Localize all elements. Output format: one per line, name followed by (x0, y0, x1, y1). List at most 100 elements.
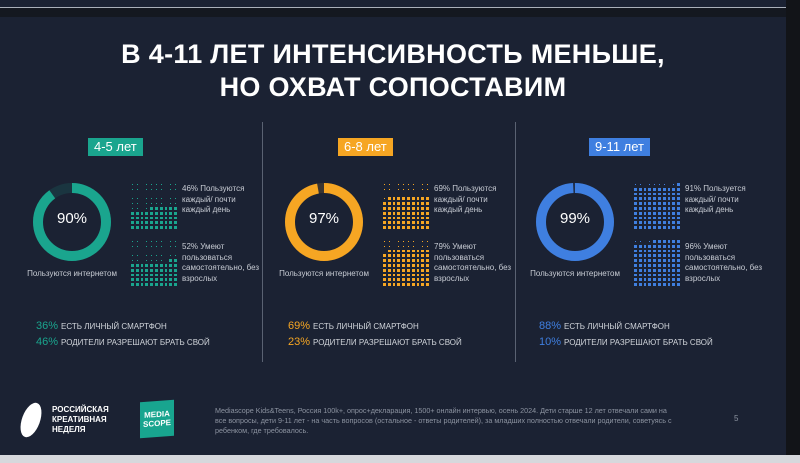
waffle-cell (144, 253, 150, 259)
waffle-cell (415, 272, 421, 278)
waffle-cell (163, 262, 169, 268)
waffle-cell (168, 196, 174, 202)
waffle-cell (666, 182, 672, 187)
waffle-cell (391, 239, 397, 244)
waffle-cell (149, 267, 154, 273)
waffle-cell (154, 182, 159, 187)
waffle-cell (149, 282, 154, 287)
waffle-cell (144, 205, 150, 211)
waffle-cell (386, 182, 392, 187)
waffle-cell (382, 253, 387, 259)
page-number: 5 (734, 414, 739, 423)
waffle-cell (661, 253, 667, 259)
waffle-cell (401, 262, 406, 268)
waffle-cell (420, 239, 426, 244)
waffle-cell (420, 205, 426, 211)
waffle-cell (661, 243, 667, 249)
waffle-cell (652, 196, 657, 202)
waffle-cell (657, 186, 662, 192)
age-group-column: 4-5 лет 90% Пользуются интернетом 46% По… (0, 120, 259, 360)
waffle-cell (661, 210, 667, 216)
waffle-cell (676, 220, 681, 226)
waffle-cell (415, 239, 421, 244)
waffle-cell (652, 186, 657, 192)
internet-percent: 90% (56, 210, 88, 227)
waffle-cell (420, 182, 426, 187)
waffle-cell (130, 210, 135, 216)
waffle-cell (425, 201, 430, 206)
waffle-cell (130, 253, 135, 259)
waffle-cell (386, 215, 392, 221)
waffle-cell (386, 272, 392, 278)
waffle-cell (154, 239, 159, 244)
waffle-cell (134, 220, 140, 226)
waffle-cell (647, 243, 653, 249)
waffle-cell (425, 205, 430, 211)
waffle-cell (410, 239, 416, 244)
waffle-cell (671, 215, 677, 221)
waffle-cell (154, 186, 159, 192)
waffle-cell (410, 225, 416, 230)
waffle-cell (173, 201, 178, 206)
waffle-cell (386, 248, 392, 254)
waffle-cell (130, 186, 135, 192)
waffle-cell (666, 258, 672, 263)
waffle-cell (382, 272, 387, 278)
waffle-cell (168, 210, 174, 216)
waffle-cell (652, 258, 657, 263)
waffle-cell (391, 225, 397, 230)
waffle-cell (642, 267, 648, 273)
waffle-cell (139, 277, 145, 283)
waffle-cell (647, 253, 653, 259)
waffle-cell (386, 196, 392, 202)
waffle-cell (144, 258, 150, 263)
waffle-cell (425, 258, 430, 263)
parents-percent: 23% (288, 336, 311, 348)
waffle-cell (661, 215, 667, 221)
independent-waffle (382, 239, 430, 287)
waffle-cell (415, 182, 421, 187)
waffle-cell (647, 262, 653, 268)
waffle-cell (154, 277, 159, 283)
waffle-cell (396, 186, 402, 192)
smartphone-label: ЕСТЬ ЛИЧНЫЙ СМАРТФОН (564, 322, 670, 331)
waffle-cell (420, 267, 426, 273)
waffle-cell (406, 201, 411, 206)
waffle-cell (642, 258, 648, 263)
waffle-cell (425, 191, 430, 197)
waffle-cell (642, 262, 648, 268)
age-badge: 9-11 лет (589, 138, 651, 156)
waffle-cell (676, 277, 681, 283)
waffle-cell (396, 267, 402, 273)
waffle-cell (144, 186, 150, 192)
waffle-cell (406, 196, 411, 202)
waffle-cell (671, 196, 677, 202)
waffle-cell (657, 272, 662, 278)
waffle-cell (401, 220, 406, 226)
waffle-cell (163, 191, 169, 197)
waffle-cell (657, 191, 662, 197)
waffle-cell (647, 267, 653, 273)
waffle-cell (661, 225, 667, 230)
waffle-cell (415, 282, 421, 287)
waffle-cell (149, 253, 154, 259)
waffle-cell (391, 258, 397, 263)
waffle-cell (661, 282, 667, 287)
waffle-cell (652, 272, 657, 278)
waffle-cell (642, 253, 648, 259)
waffle-cell (139, 243, 145, 249)
waffle-cell (633, 186, 638, 192)
waffle-cell (657, 201, 662, 206)
waffle-cell (144, 248, 150, 254)
divider (515, 122, 516, 362)
internet-donut (536, 183, 614, 261)
waffle-cell (158, 267, 164, 273)
waffle-cell (396, 243, 402, 249)
waffle-cell (661, 205, 667, 211)
waffle-cell (637, 243, 643, 249)
waffle-cell (657, 243, 662, 249)
waffle-cell (406, 220, 411, 226)
waffle-cell (391, 201, 397, 206)
waffle-cell (637, 253, 643, 259)
waffle-cell (386, 220, 392, 226)
